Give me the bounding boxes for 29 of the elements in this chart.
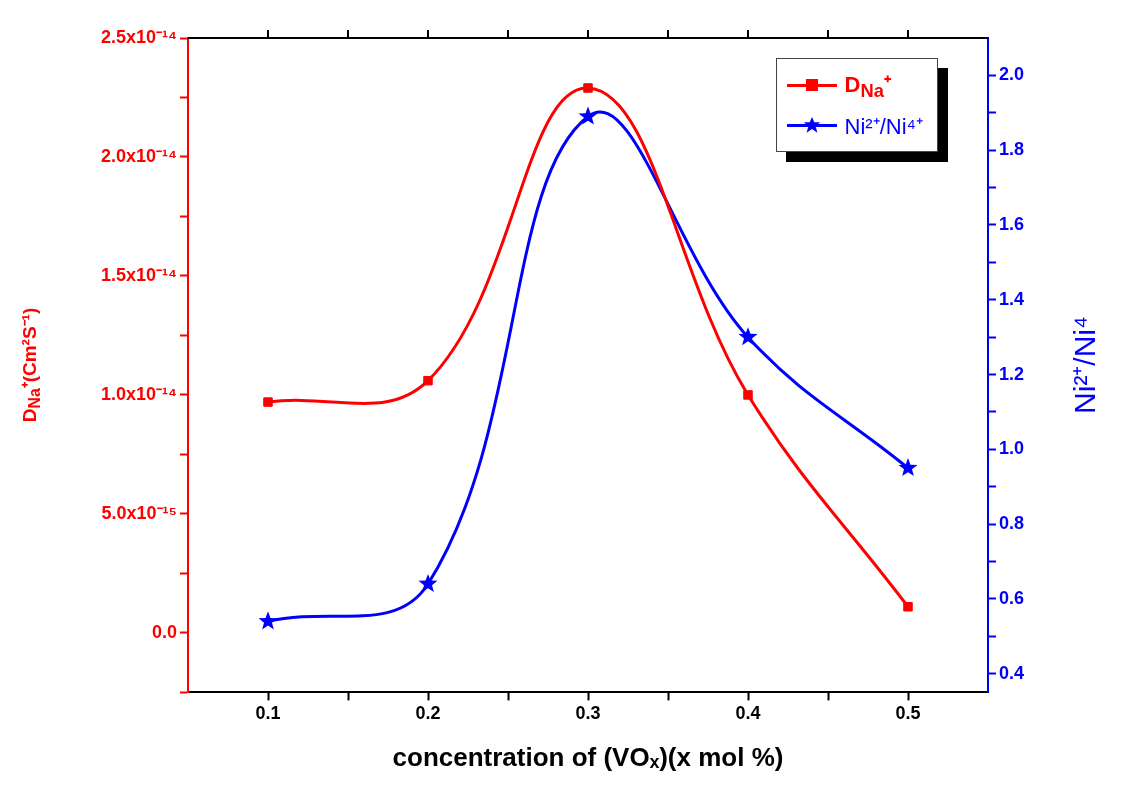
y-tick-label: 5.0x10⁻¹⁵ bbox=[101, 502, 177, 523]
y2-tick-label: 1.2 bbox=[999, 363, 1025, 384]
y2-tick-label: 1.8 bbox=[999, 139, 1025, 160]
y-tick-label: 2.5x10⁻¹⁴ bbox=[101, 26, 177, 47]
legend-label: D$_{Na}$⁺ bbox=[844, 70, 891, 103]
x-tick-label: 0.1 bbox=[255, 703, 281, 724]
y-tick-label: 0.0 bbox=[151, 621, 177, 642]
x-axis-title: concentration of (VOₓ)(x mol %) bbox=[391, 742, 785, 774]
y-tick-label: 2.0x10⁻¹⁴ bbox=[101, 145, 177, 166]
point bbox=[258, 611, 278, 630]
y-tick-label: 1.5x10⁻¹⁴ bbox=[101, 264, 177, 285]
legend-label: Ni²⁺/Ni⁴⁺ bbox=[844, 113, 923, 140]
x-tick-label: 0.3 bbox=[575, 703, 601, 724]
point bbox=[578, 106, 598, 125]
y2-tick-label: 2.0 bbox=[999, 64, 1025, 85]
y-tick-label: 1.0x10⁻¹⁴ bbox=[101, 383, 177, 404]
point bbox=[418, 573, 438, 593]
y2-tick-label: 1.0 bbox=[999, 438, 1025, 459]
y2-tick-label: 0.8 bbox=[999, 513, 1025, 534]
y2-tick-label: 0.4 bbox=[999, 662, 1025, 683]
y2-tick-label: 1.4 bbox=[999, 288, 1025, 309]
x-tick-label: 0.5 bbox=[895, 703, 921, 724]
y2-tick-label: 1.6 bbox=[999, 213, 1025, 234]
x-tick-label: 0.4 bbox=[735, 703, 761, 724]
point bbox=[898, 458, 918, 477]
y2-axis-title: Ni²⁺/Ni⁴ bbox=[1066, 316, 1102, 415]
y2-tick-label: 0.6 bbox=[999, 587, 1025, 608]
x-tick-label: 0.2 bbox=[415, 703, 441, 724]
point bbox=[738, 327, 758, 346]
